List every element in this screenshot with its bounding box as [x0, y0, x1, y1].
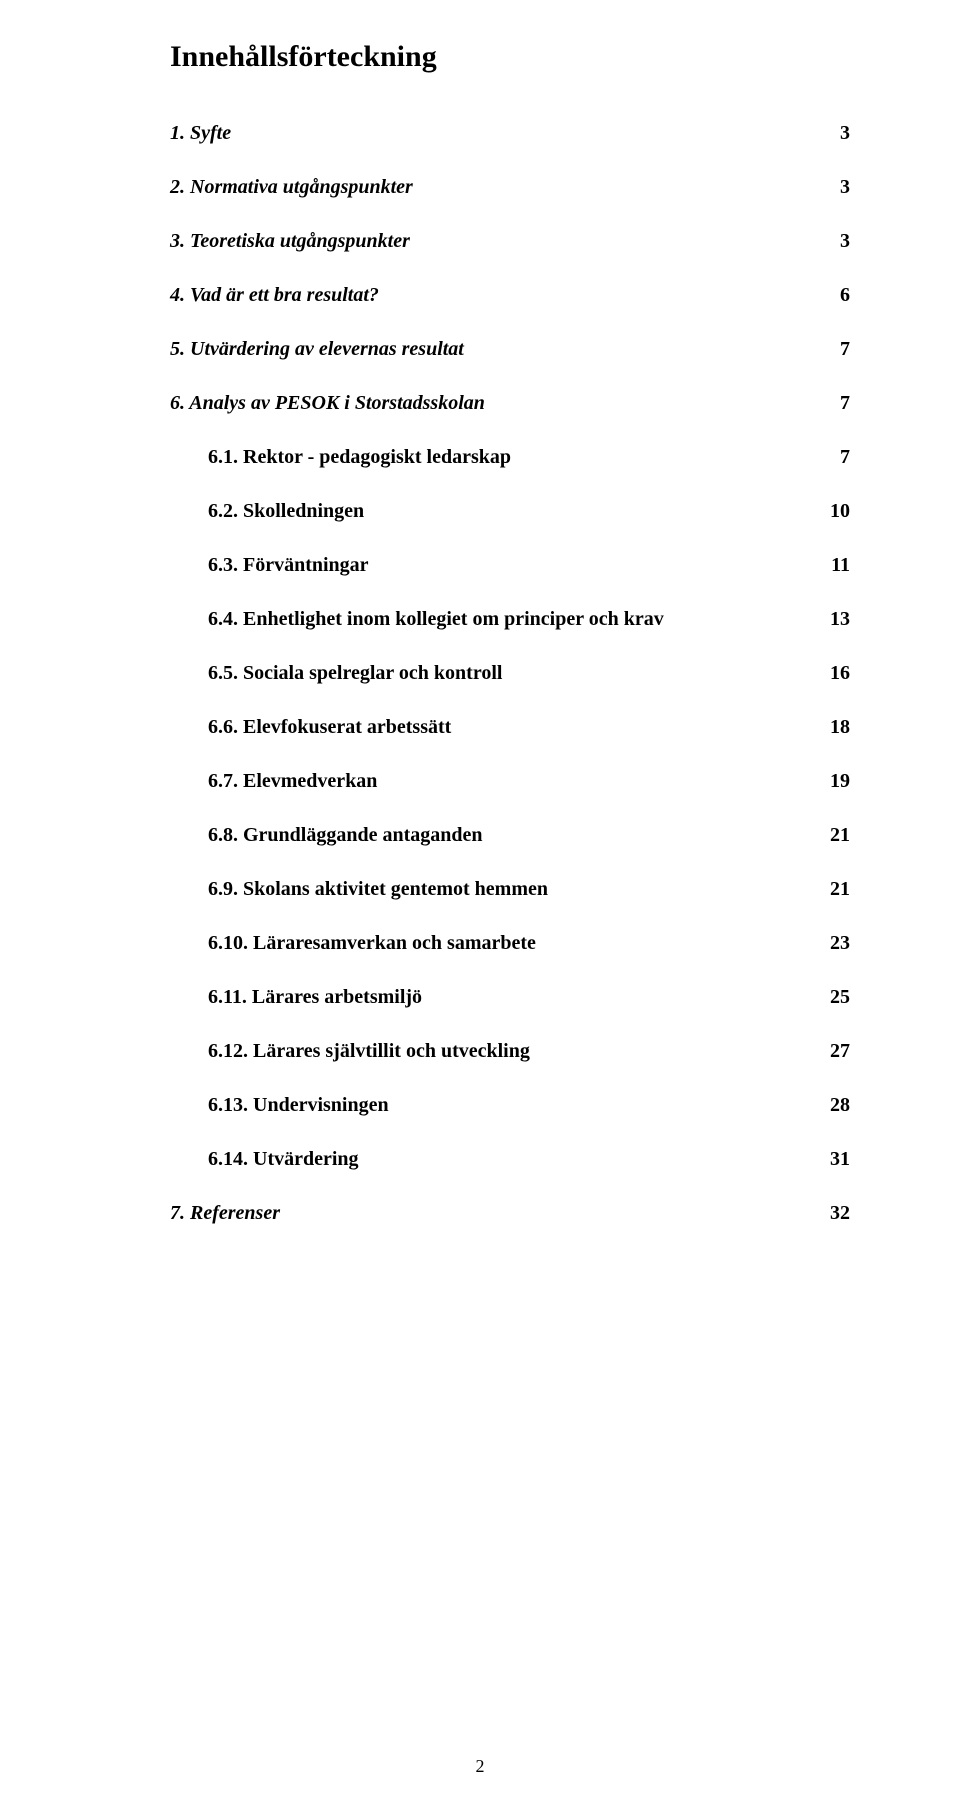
toc-row: 6.8. Grundläggande antaganden21	[170, 824, 850, 847]
toc-label: 6.8. Grundläggande antaganden	[208, 824, 822, 847]
toc-row: 6. Analys av PESOK i Storstadsskolan7	[170, 392, 850, 415]
toc-page: 27	[822, 1040, 850, 1063]
toc-page: 25	[822, 986, 850, 1009]
toc-label: 6.7. Elevmedverkan	[208, 770, 822, 793]
toc-row: 2. Normativa utgångspunkter3	[170, 176, 850, 199]
toc-row: 7. Referenser32	[170, 1202, 850, 1225]
toc-page: 7	[822, 446, 850, 469]
toc-row: 6.1. Rektor - pedagogiskt ledarskap7	[170, 446, 850, 469]
toc-row: 6.4. Enhetlighet inom kollegiet om princ…	[170, 608, 850, 631]
toc-page: 21	[822, 824, 850, 847]
toc-page: 7	[822, 392, 850, 415]
toc-label: 6.4. Enhetlighet inom kollegiet om princ…	[208, 608, 822, 631]
toc-row: 6.12. Lärares självtillit och utveckling…	[170, 1040, 850, 1063]
toc-row: 6.11. Lärares arbetsmiljö25	[170, 986, 850, 1009]
toc-label: 6.12. Lärares självtillit och utveckling	[208, 1040, 822, 1063]
toc-label: 4. Vad är ett bra resultat?	[170, 284, 822, 307]
toc-label: 1. Syfte	[170, 122, 822, 145]
toc-row: 5. Utvärdering av elevernas resultat7	[170, 338, 850, 361]
toc-label: 3. Teoretiska utgångspunkter	[170, 230, 822, 253]
table-of-contents: 1. Syfte32. Normativa utgångspunkter33. …	[170, 122, 850, 1225]
toc-page: 28	[822, 1094, 850, 1117]
toc-page: 19	[822, 770, 850, 793]
toc-label: 6.2. Skolledningen	[208, 500, 822, 523]
toc-label: 6.3. Förväntningar	[208, 554, 822, 577]
toc-label: 6.9. Skolans aktivitet gentemot hemmen	[208, 878, 822, 901]
toc-label: 6.1. Rektor - pedagogiskt ledarskap	[208, 446, 822, 469]
toc-row: 6.3. Förväntningar11	[170, 554, 850, 577]
toc-page: 18	[822, 716, 850, 739]
toc-page: 21	[822, 878, 850, 901]
toc-page: 6	[822, 284, 850, 307]
page-number: 2	[476, 1756, 485, 1777]
toc-row: 4. Vad är ett bra resultat?6	[170, 284, 850, 307]
toc-page: 13	[822, 608, 850, 631]
toc-page: 32	[822, 1202, 850, 1225]
toc-page: 7	[822, 338, 850, 361]
toc-label: 6.14. Utvärdering	[208, 1148, 822, 1171]
toc-row: 1. Syfte3	[170, 122, 850, 145]
toc-row: 6.13. Undervisningen28	[170, 1094, 850, 1117]
toc-row: 6.9. Skolans aktivitet gentemot hemmen21	[170, 878, 850, 901]
toc-row: 6.7. Elevmedverkan19	[170, 770, 850, 793]
toc-label: 7. Referenser	[170, 1202, 822, 1225]
toc-label: 6.6. Elevfokuserat arbetssätt	[208, 716, 822, 739]
toc-row: 6.10. Läraresamverkan och samarbete23	[170, 932, 850, 955]
page-title: Innehållsförteckning	[170, 40, 850, 74]
toc-label: 6. Analys av PESOK i Storstadsskolan	[170, 392, 822, 415]
toc-page: 11	[822, 554, 850, 577]
toc-label: 2. Normativa utgångspunkter	[170, 176, 822, 199]
toc-row: 3. Teoretiska utgångspunkter3	[170, 230, 850, 253]
toc-row: 6.14. Utvärdering31	[170, 1148, 850, 1171]
toc-row: 6.6. Elevfokuserat arbetssätt18	[170, 716, 850, 739]
toc-page: 3	[822, 122, 850, 145]
toc-page: 3	[822, 176, 850, 199]
toc-row: 6.2. Skolledningen10	[170, 500, 850, 523]
toc-page: 23	[822, 932, 850, 955]
toc-page: 10	[822, 500, 850, 523]
toc-label: 5. Utvärdering av elevernas resultat	[170, 338, 822, 361]
toc-label: 6.13. Undervisningen	[208, 1094, 822, 1117]
toc-row: 6.5. Sociala spelreglar och kontroll16	[170, 662, 850, 685]
toc-page: 3	[822, 230, 850, 253]
toc-label: 6.5. Sociala spelreglar och kontroll	[208, 662, 822, 685]
toc-label: 6.10. Läraresamverkan och samarbete	[208, 932, 822, 955]
toc-page: 31	[822, 1148, 850, 1171]
toc-label: 6.11. Lärares arbetsmiljö	[208, 986, 822, 1009]
toc-page: 16	[822, 662, 850, 685]
